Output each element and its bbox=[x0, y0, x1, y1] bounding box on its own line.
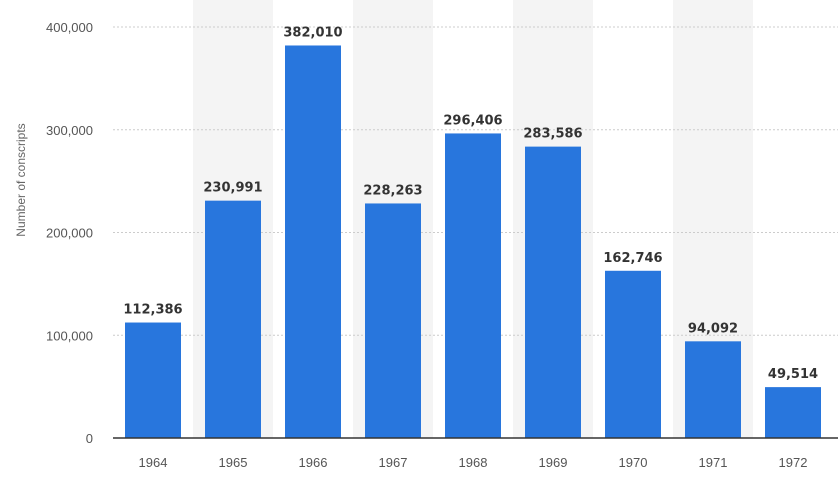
x-axis-ticks: 1964 1965 1966 1967 1968 1969 1970 1971 1972 bbox=[139, 455, 808, 470]
bar bbox=[445, 133, 501, 438]
bar bbox=[685, 341, 741, 438]
data-label: 382,010 bbox=[283, 25, 342, 40]
x-tick-label: 1966 bbox=[299, 455, 328, 470]
bar bbox=[205, 200, 261, 438]
y-tick-label: 100,000 bbox=[46, 328, 93, 343]
data-label: 112,386 bbox=[123, 303, 182, 318]
y-axis-ticks: 0 100,000 200,000 300,000 400,000 bbox=[46, 20, 93, 446]
x-tick-label: 1970 bbox=[619, 455, 648, 470]
y-tick-label: 400,000 bbox=[46, 20, 93, 35]
bars bbox=[125, 45, 821, 438]
data-label: 230,991 bbox=[203, 181, 262, 196]
x-tick-label: 1971 bbox=[699, 455, 728, 470]
x-tick-label: 1968 bbox=[459, 455, 488, 470]
data-labels: 112,386 230,991 382,010 228,263 296,406 283,5… bbox=[123, 25, 818, 382]
data-label: 296,406 bbox=[443, 113, 502, 128]
data-label: 94,092 bbox=[688, 321, 738, 336]
bar bbox=[525, 146, 581, 438]
bar bbox=[365, 203, 421, 438]
x-tick-label: 1965 bbox=[219, 455, 248, 470]
data-label: 49,514 bbox=[768, 367, 818, 382]
data-label: 228,263 bbox=[363, 183, 422, 198]
x-tick-label: 1964 bbox=[139, 455, 168, 470]
bar bbox=[765, 387, 821, 438]
x-tick-label: 1972 bbox=[779, 455, 808, 470]
bar bbox=[285, 45, 341, 438]
y-tick-label: 300,000 bbox=[46, 123, 93, 138]
x-tick-label: 1969 bbox=[539, 455, 568, 470]
bar bbox=[125, 322, 181, 438]
x-tick-label: 1967 bbox=[379, 455, 408, 470]
y-axis-title: Number of conscripts bbox=[14, 123, 28, 236]
y-tick-label: 0 bbox=[86, 431, 93, 446]
bar bbox=[605, 270, 661, 438]
data-label: 162,746 bbox=[603, 251, 662, 266]
y-tick-label: 200,000 bbox=[46, 226, 93, 241]
data-label: 283,586 bbox=[523, 127, 582, 142]
